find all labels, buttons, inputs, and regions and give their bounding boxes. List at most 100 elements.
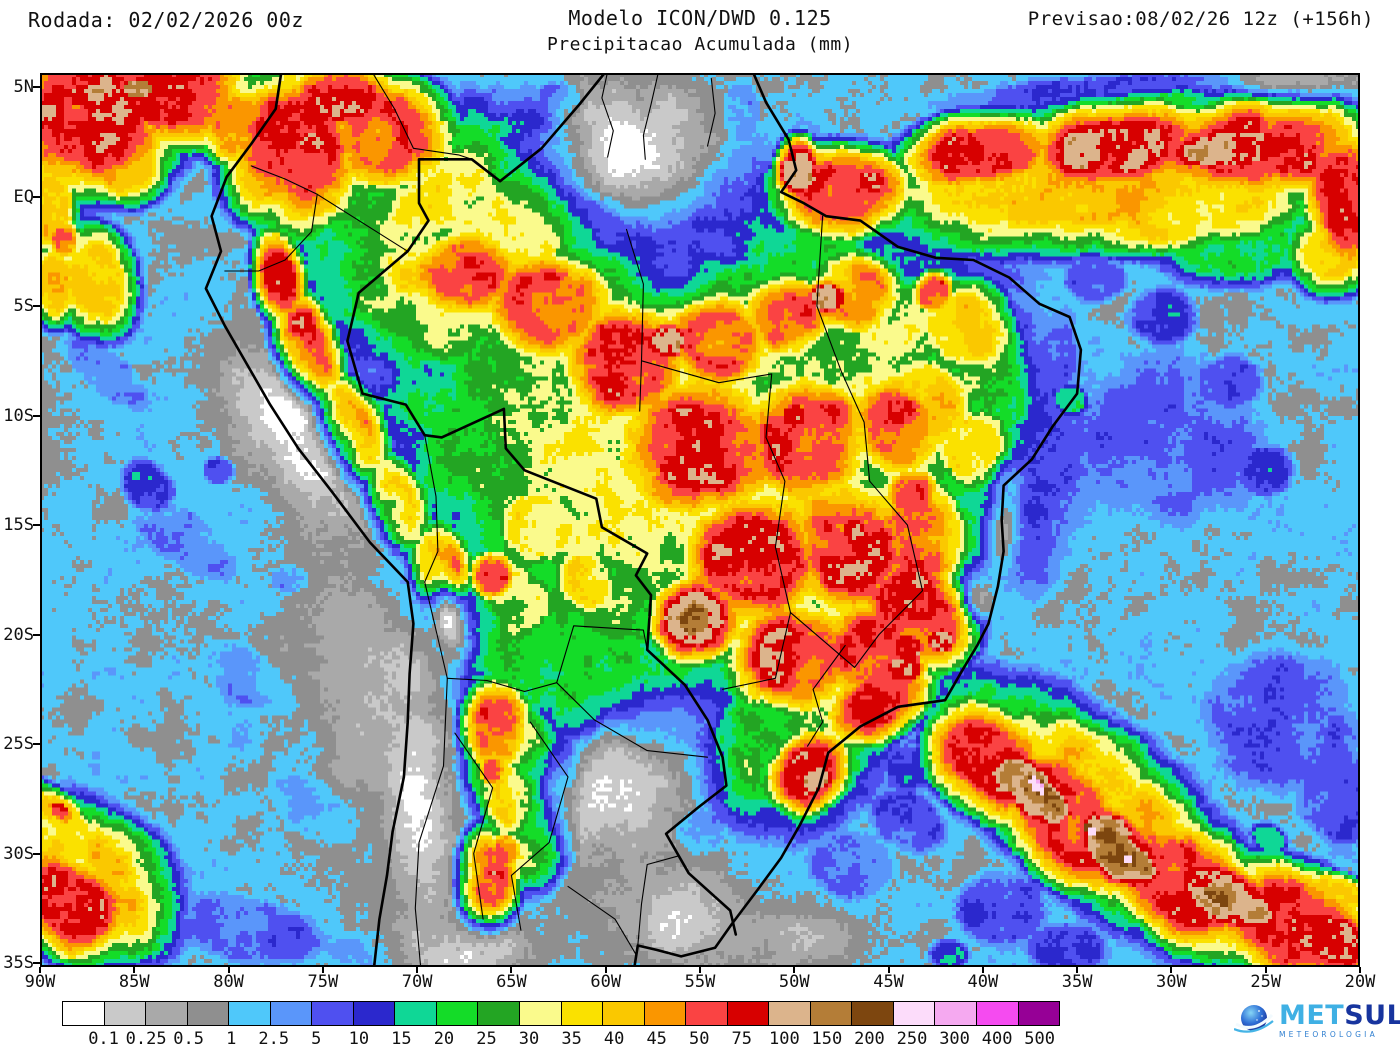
legend-value: 100 bbox=[768, 1029, 800, 1049]
border-line-thin bbox=[567, 885, 637, 955]
legend-value: 25 bbox=[476, 1029, 497, 1049]
legend-value: 1 bbox=[226, 1029, 237, 1049]
x-axis-label: 80W bbox=[213, 972, 244, 992]
border-line-thin bbox=[806, 644, 846, 747]
legend-value: 45 bbox=[646, 1029, 667, 1049]
y-axis-tick bbox=[33, 852, 40, 855]
country-borders-overlay bbox=[40, 73, 1360, 967]
y-axis-label: 5N bbox=[13, 77, 34, 98]
x-axis-tick bbox=[981, 967, 984, 973]
legend-value: 15 bbox=[391, 1029, 412, 1049]
logo-text-met: MET bbox=[1279, 1000, 1345, 1031]
legend-value: 50 bbox=[689, 1029, 710, 1049]
legend-value: 20 bbox=[433, 1029, 455, 1049]
x-axis-tick bbox=[887, 967, 890, 973]
x-axis-tick bbox=[1358, 967, 1361, 973]
x-axis-label: 85W bbox=[118, 972, 150, 992]
border-line-thin bbox=[250, 165, 409, 252]
metsul-wordmark: METSUL METEOROLOGIA bbox=[1279, 1000, 1400, 1039]
y-axis-label: 25S bbox=[3, 734, 34, 755]
border-line-thin bbox=[601, 73, 614, 158]
border-line-thin bbox=[224, 193, 318, 272]
model-title: Modelo ICON/DWD 0.125 bbox=[568, 6, 832, 30]
logo-text-sul: SUL bbox=[1344, 1000, 1400, 1031]
legend-swatch bbox=[976, 1001, 1019, 1026]
border-line-thin bbox=[789, 480, 924, 668]
border-line-thin bbox=[642, 73, 659, 160]
x-axis-tick bbox=[39, 967, 41, 973]
x-axis-tick bbox=[133, 967, 136, 973]
logo-tagline: METEOROLOGIA bbox=[1279, 1030, 1378, 1039]
border-line-thick bbox=[204, 73, 415, 967]
legend-swatch bbox=[186, 1001, 230, 1026]
legend-value: 250 bbox=[896, 1029, 928, 1049]
border-line-thin bbox=[706, 77, 716, 147]
x-axis-label: 60W bbox=[590, 972, 622, 992]
border-line-thin bbox=[414, 581, 448, 967]
x-axis-label: 35W bbox=[1061, 972, 1093, 992]
x-axis-label: 65W bbox=[496, 972, 527, 992]
x-axis-label: 45W bbox=[873, 972, 904, 992]
legend-swatch bbox=[435, 1001, 479, 1026]
legend-swatch bbox=[228, 1001, 271, 1026]
x-axis-label: 75W bbox=[307, 972, 339, 992]
legend-value: 5 bbox=[311, 1029, 322, 1049]
forecast-label: Previsao:08/02/26 12z (+156h) bbox=[1027, 8, 1374, 30]
y-axis-label: 20S bbox=[3, 624, 34, 645]
y-axis-label: 5S bbox=[13, 296, 34, 317]
x-axis-label: 20W bbox=[1344, 972, 1376, 992]
legend-swatch bbox=[145, 1001, 188, 1026]
legend-swatch bbox=[643, 1001, 687, 1026]
color-scale-legend bbox=[62, 1001, 1061, 1026]
border-line-thin bbox=[372, 73, 473, 160]
y-axis-label: 35S bbox=[3, 953, 34, 974]
metsul-logo: METSUL METEOROLOGIA bbox=[1234, 1002, 1400, 1040]
border-line-thin bbox=[424, 434, 439, 583]
legend-value: 40 bbox=[603, 1029, 625, 1049]
x-axis-tick bbox=[227, 967, 230, 973]
x-axis-tick bbox=[1264, 967, 1267, 973]
map-subtitle: Precipitacao Acumulada (mm) bbox=[546, 34, 854, 55]
legend-value: 0.1 bbox=[88, 1029, 119, 1049]
y-axis-tick bbox=[33, 633, 40, 636]
legend-value: 10 bbox=[348, 1029, 370, 1049]
legend-swatch bbox=[809, 1001, 853, 1026]
border-line-thick bbox=[346, 73, 738, 936]
legend-value: 300 bbox=[939, 1029, 970, 1049]
x-axis-label: 55W bbox=[684, 972, 716, 992]
x-axis-label: 90W bbox=[24, 972, 56, 992]
x-axis-tick bbox=[416, 967, 419, 973]
legend-value: 400 bbox=[981, 1029, 1013, 1049]
y-axis-tick bbox=[33, 305, 40, 308]
x-axis-label: 70W bbox=[401, 972, 433, 992]
x-axis-tick bbox=[698, 967, 701, 973]
y-axis-label: 10S bbox=[3, 405, 34, 426]
legend-swatch bbox=[602, 1001, 645, 1026]
map-frame bbox=[40, 73, 1360, 967]
border-line-thin bbox=[625, 228, 644, 412]
metsul-globe-icon bbox=[1234, 1005, 1274, 1033]
run-label: Rodada: 02/02/2026 00z bbox=[28, 8, 304, 32]
x-axis-tick bbox=[510, 967, 513, 973]
legend-value: 150 bbox=[811, 1029, 843, 1049]
legend-swatch bbox=[311, 1001, 354, 1026]
legend-swatch bbox=[477, 1001, 521, 1026]
legend-swatch bbox=[934, 1001, 978, 1026]
legend-swatch bbox=[519, 1001, 562, 1026]
precipitation-field-canvas bbox=[40, 73, 1360, 967]
y-axis-label: EQ bbox=[13, 186, 34, 207]
legend-swatch bbox=[269, 1001, 313, 1026]
x-axis-tick bbox=[1170, 967, 1173, 973]
border-line-thin bbox=[510, 721, 569, 931]
border-line-thin bbox=[640, 360, 792, 614]
legend-swatch bbox=[1017, 1001, 1061, 1026]
x-axis-tick bbox=[1076, 967, 1079, 973]
legend-swatch bbox=[560, 1001, 604, 1026]
x-axis-tick bbox=[604, 967, 607, 973]
y-axis-tick bbox=[33, 962, 40, 965]
border-line-thin bbox=[454, 732, 494, 920]
x-axis-label: 50W bbox=[778, 972, 810, 992]
legend-value: 75 bbox=[731, 1029, 753, 1049]
y-axis-label: 30S bbox=[3, 843, 34, 864]
legend-value: 200 bbox=[854, 1029, 885, 1049]
